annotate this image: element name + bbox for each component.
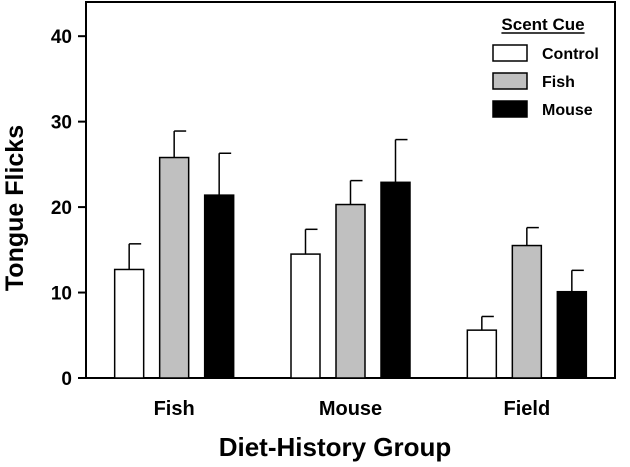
- bars: [113, 130, 588, 379]
- y-axis: 0 10 20 30 40: [51, 27, 86, 390]
- bar: [466, 329, 498, 379]
- legend-swatch: [492, 72, 528, 90]
- y-tick-label: 40: [51, 27, 72, 48]
- x-tick-label: Mouse: [319, 398, 382, 420]
- bar: [380, 181, 411, 379]
- legend-title: Scent Cue: [501, 15, 584, 34]
- legend-label: Mouse: [542, 102, 593, 119]
- y-tick-label: 20: [51, 198, 72, 219]
- y-tick-label: 0: [61, 369, 72, 390]
- bar: [113, 268, 145, 379]
- y-tick-label: 10: [51, 284, 72, 305]
- bar: [158, 156, 190, 379]
- legend-label: Control: [542, 46, 599, 63]
- bar: [511, 244, 543, 379]
- y-tick-label: 30: [51, 113, 72, 134]
- legend-label: Fish: [542, 74, 575, 91]
- bar: [335, 203, 366, 379]
- bar: [290, 253, 321, 379]
- x-axis: Fish Mouse Field: [154, 398, 551, 420]
- legend-swatch: [492, 100, 528, 118]
- legend: Scent Cue Control Fish Mouse: [492, 15, 599, 119]
- x-tick-label: Field: [503, 398, 550, 420]
- x-tick-label: Fish: [154, 398, 195, 420]
- x-axis-label: Diet-History Group: [219, 432, 452, 462]
- legend-swatch: [492, 44, 528, 62]
- bar: [556, 290, 588, 379]
- bar: [203, 194, 235, 379]
- y-axis-label: Tongue Flicks: [1, 125, 29, 291]
